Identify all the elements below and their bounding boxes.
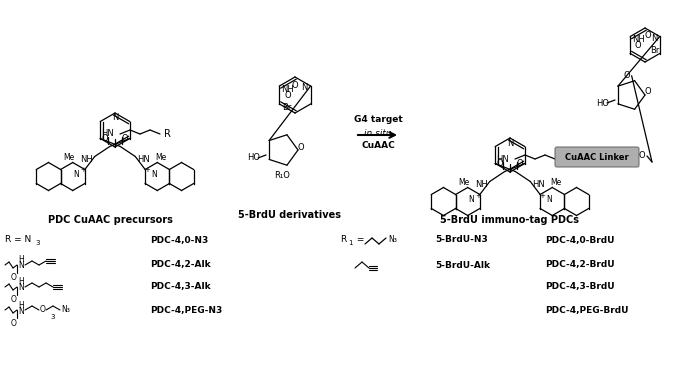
Text: Me: Me <box>155 153 167 162</box>
Text: N: N <box>18 306 24 315</box>
Text: Br: Br <box>650 46 660 55</box>
Text: O: O <box>292 80 298 90</box>
Text: 5-BrdU derivatives: 5-BrdU derivatives <box>238 210 342 220</box>
Text: NH: NH <box>281 85 294 93</box>
Text: +: + <box>539 192 545 199</box>
Text: PDC-4,2-Alk: PDC-4,2-Alk <box>150 261 210 269</box>
Text: PDC-4,PEG-BrdU: PDC-4,PEG-BrdU <box>545 306 629 314</box>
Text: N: N <box>151 170 157 179</box>
Text: HO: HO <box>597 99 610 107</box>
Text: HO: HO <box>247 154 260 163</box>
Text: NH: NH <box>475 180 488 189</box>
Text: PDC-4,0-N3: PDC-4,0-N3 <box>150 235 208 245</box>
Text: 3: 3 <box>35 240 40 246</box>
Text: HN: HN <box>137 155 149 164</box>
Text: R₁O: R₁O <box>274 171 290 180</box>
Text: H: H <box>18 256 24 264</box>
Text: O: O <box>638 152 645 160</box>
Text: PDC-4,PEG-N3: PDC-4,PEG-N3 <box>150 306 222 314</box>
Text: N: N <box>18 261 24 271</box>
Text: N₃: N₃ <box>388 234 397 243</box>
Text: N: N <box>73 170 79 179</box>
Text: +: + <box>475 192 481 199</box>
Text: CuAAC Linker: CuAAC Linker <box>565 152 629 162</box>
Text: PDC-4,0-BrdU: PDC-4,0-BrdU <box>545 235 614 245</box>
Text: O: O <box>284 91 290 99</box>
Text: HN: HN <box>532 180 545 189</box>
Text: O: O <box>11 319 17 328</box>
Text: R: R <box>340 235 346 245</box>
Text: O: O <box>645 88 651 96</box>
Text: +: + <box>79 168 86 173</box>
Text: O: O <box>635 40 642 50</box>
Text: NH: NH <box>632 35 645 44</box>
Text: Me: Me <box>63 153 75 162</box>
Text: O: O <box>298 142 304 152</box>
Text: G4 target: G4 target <box>353 115 402 125</box>
Text: N: N <box>112 114 119 123</box>
Text: 3: 3 <box>51 314 55 320</box>
Text: R = N: R = N <box>5 235 32 245</box>
Text: O: O <box>497 159 503 168</box>
Text: PDC-4,2-BrdU: PDC-4,2-BrdU <box>545 261 614 269</box>
Text: Br: Br <box>282 104 292 112</box>
Text: O: O <box>11 296 17 304</box>
Text: in situ: in situ <box>364 128 392 138</box>
Text: N: N <box>468 195 473 204</box>
Text: R: R <box>164 129 171 139</box>
Text: O: O <box>101 134 108 143</box>
Text: =: = <box>354 235 364 245</box>
Text: PDC-4,3-BrdU: PDC-4,3-BrdU <box>545 282 614 291</box>
Text: HN: HN <box>497 155 510 163</box>
Text: O: O <box>645 30 651 40</box>
Text: 5-BrdU-Alk: 5-BrdU-Alk <box>435 261 490 269</box>
Text: CuAAC: CuAAC <box>361 141 395 150</box>
Text: O: O <box>623 71 630 80</box>
Text: O: O <box>122 134 129 143</box>
Text: O: O <box>40 306 46 314</box>
Text: O: O <box>11 274 17 282</box>
Text: HN: HN <box>101 130 114 139</box>
Text: N: N <box>507 139 513 147</box>
Text: Me: Me <box>458 178 469 187</box>
Text: 1: 1 <box>348 240 353 246</box>
Text: H: H <box>18 277 24 287</box>
Text: PDC-4,3-Alk: PDC-4,3-Alk <box>150 282 210 291</box>
Text: +: + <box>145 168 150 173</box>
Text: N: N <box>301 83 308 93</box>
Text: N: N <box>547 195 552 204</box>
Text: N: N <box>651 34 658 43</box>
Text: N: N <box>18 283 24 293</box>
Text: O: O <box>517 159 523 168</box>
Text: H: H <box>18 301 24 309</box>
Text: PDC CuAAC precursors: PDC CuAAC precursors <box>47 215 173 225</box>
Text: 5-BrdU immuno-tag PDCs: 5-BrdU immuno-tag PDCs <box>440 215 580 225</box>
FancyBboxPatch shape <box>555 147 639 167</box>
Text: Me: Me <box>551 178 562 187</box>
Text: 5-BrdU-N3: 5-BrdU-N3 <box>435 235 488 245</box>
Text: NH: NH <box>80 155 93 164</box>
Text: N₃: N₃ <box>61 306 70 314</box>
